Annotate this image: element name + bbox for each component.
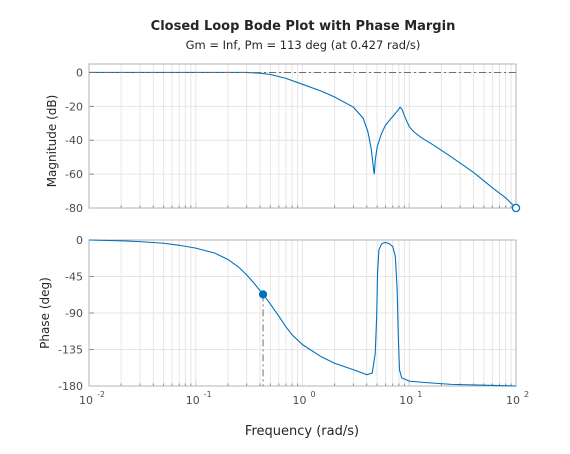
phase-y-tick-label: -180 — [58, 380, 83, 393]
x-tick-exponent: 2 — [524, 390, 529, 399]
gain-margin-marker — [512, 204, 519, 211]
frequency-axis-label: Frequency (rad/s) — [245, 424, 359, 439]
x-tick-label: 10 — [399, 394, 413, 407]
chart-title: Closed Loop Bode Plot with Phase Margin — [151, 19, 456, 34]
phase-y-tick-label: -135 — [58, 344, 83, 357]
magnitude-y-tick-label: -80 — [65, 202, 83, 215]
chart-subtitle: Gm = Inf, Pm = 113 deg (at 0.427 rad/s) — [186, 38, 421, 52]
x-tick-label: 10 — [186, 394, 200, 407]
magnitude-y-tick-label: -60 — [65, 168, 83, 181]
magnitude-axis-label: Magnitude (dB) — [45, 95, 59, 188]
phase-margin-marker — [259, 291, 266, 298]
x-tick-label: 10 — [506, 394, 520, 407]
magnitude-y-tick-label: -40 — [65, 134, 83, 147]
x-tick-exponent: 1 — [417, 390, 422, 399]
magnitude-y-tick-label: 0 — [76, 66, 83, 79]
x-tick-label: 10 — [79, 394, 93, 407]
x-tick-exponent: -2 — [97, 390, 105, 399]
x-tick-label: 10 — [293, 394, 307, 407]
phase-y-tick-label: 0 — [76, 234, 83, 247]
x-tick-exponent: -1 — [204, 390, 212, 399]
phase-axis-label: Phase (deg) — [38, 277, 52, 349]
magnitude-axes: 0 -20 -40 -60 -80 — [65, 64, 520, 215]
phase-y-tick-label: -90 — [65, 307, 83, 320]
magnitude-y-tick-label: -20 — [65, 100, 83, 113]
x-tick-exponent: 0 — [311, 390, 316, 399]
phase-y-tick-label: -45 — [65, 271, 83, 284]
